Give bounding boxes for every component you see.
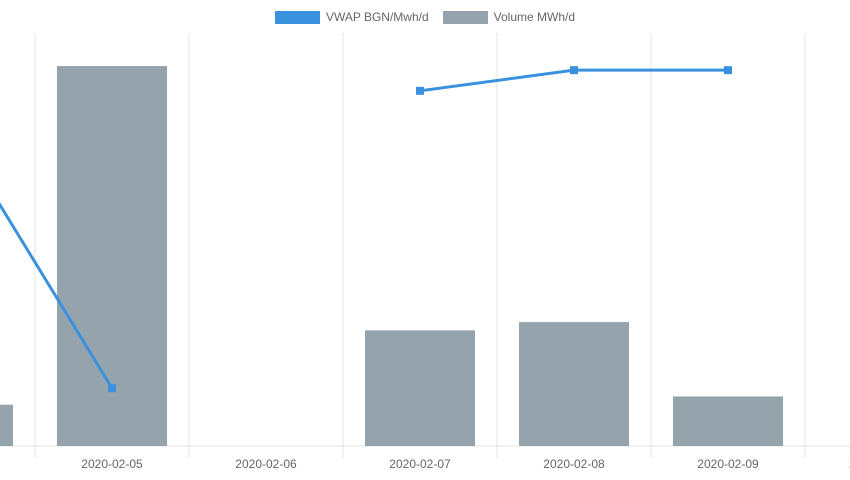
legend: VWAP BGN/Mwh/d Volume MWh/d	[0, 6, 850, 28]
vwap-point-2020-02-05	[108, 384, 116, 393]
x-tick-label: 2020-02-06	[235, 457, 297, 471]
x-tick-label: 2020-02-05	[81, 457, 143, 471]
volume-bar-2020-02-08	[519, 322, 629, 446]
vwap-line	[0, 66, 732, 393]
x-tick-label: 2020-02-07	[389, 457, 451, 471]
vwap-line-segment	[0, 202, 114, 389]
x-tick-label: 2020-02-08	[543, 457, 605, 471]
x-axis-ticks: 2020-02-05 2020-02-06 2020-02-07 2020-02-08…	[81, 457, 850, 471]
legend-label-volume: Volume MWh/d	[493, 10, 576, 24]
x-tick-label: 2020-02-09	[697, 457, 759, 471]
vwap-point-2020-02-08	[570, 66, 578, 75]
volume-bar-2020-02-04	[0, 404, 13, 446]
volume-bar-2020-02-05	[57, 66, 167, 446]
volume-bar-2020-02-09	[673, 396, 783, 446]
volume-bar-2020-02-07	[365, 330, 475, 446]
legend-item-volume[interactable]: Volume MWh/d	[442, 6, 576, 28]
legend-item-vwap[interactable]: VWAP BGN/Mwh/d	[274, 6, 429, 28]
vwap-point-2020-02-07	[416, 86, 424, 95]
legend-swatch-vwap	[274, 10, 320, 24]
legend-label-vwap: VWAP BGN/Mwh/d	[325, 10, 429, 24]
volume-bars	[0, 66, 783, 446]
legend-swatch-volume	[442, 10, 488, 24]
vwap-point-2020-02-09	[724, 66, 732, 75]
